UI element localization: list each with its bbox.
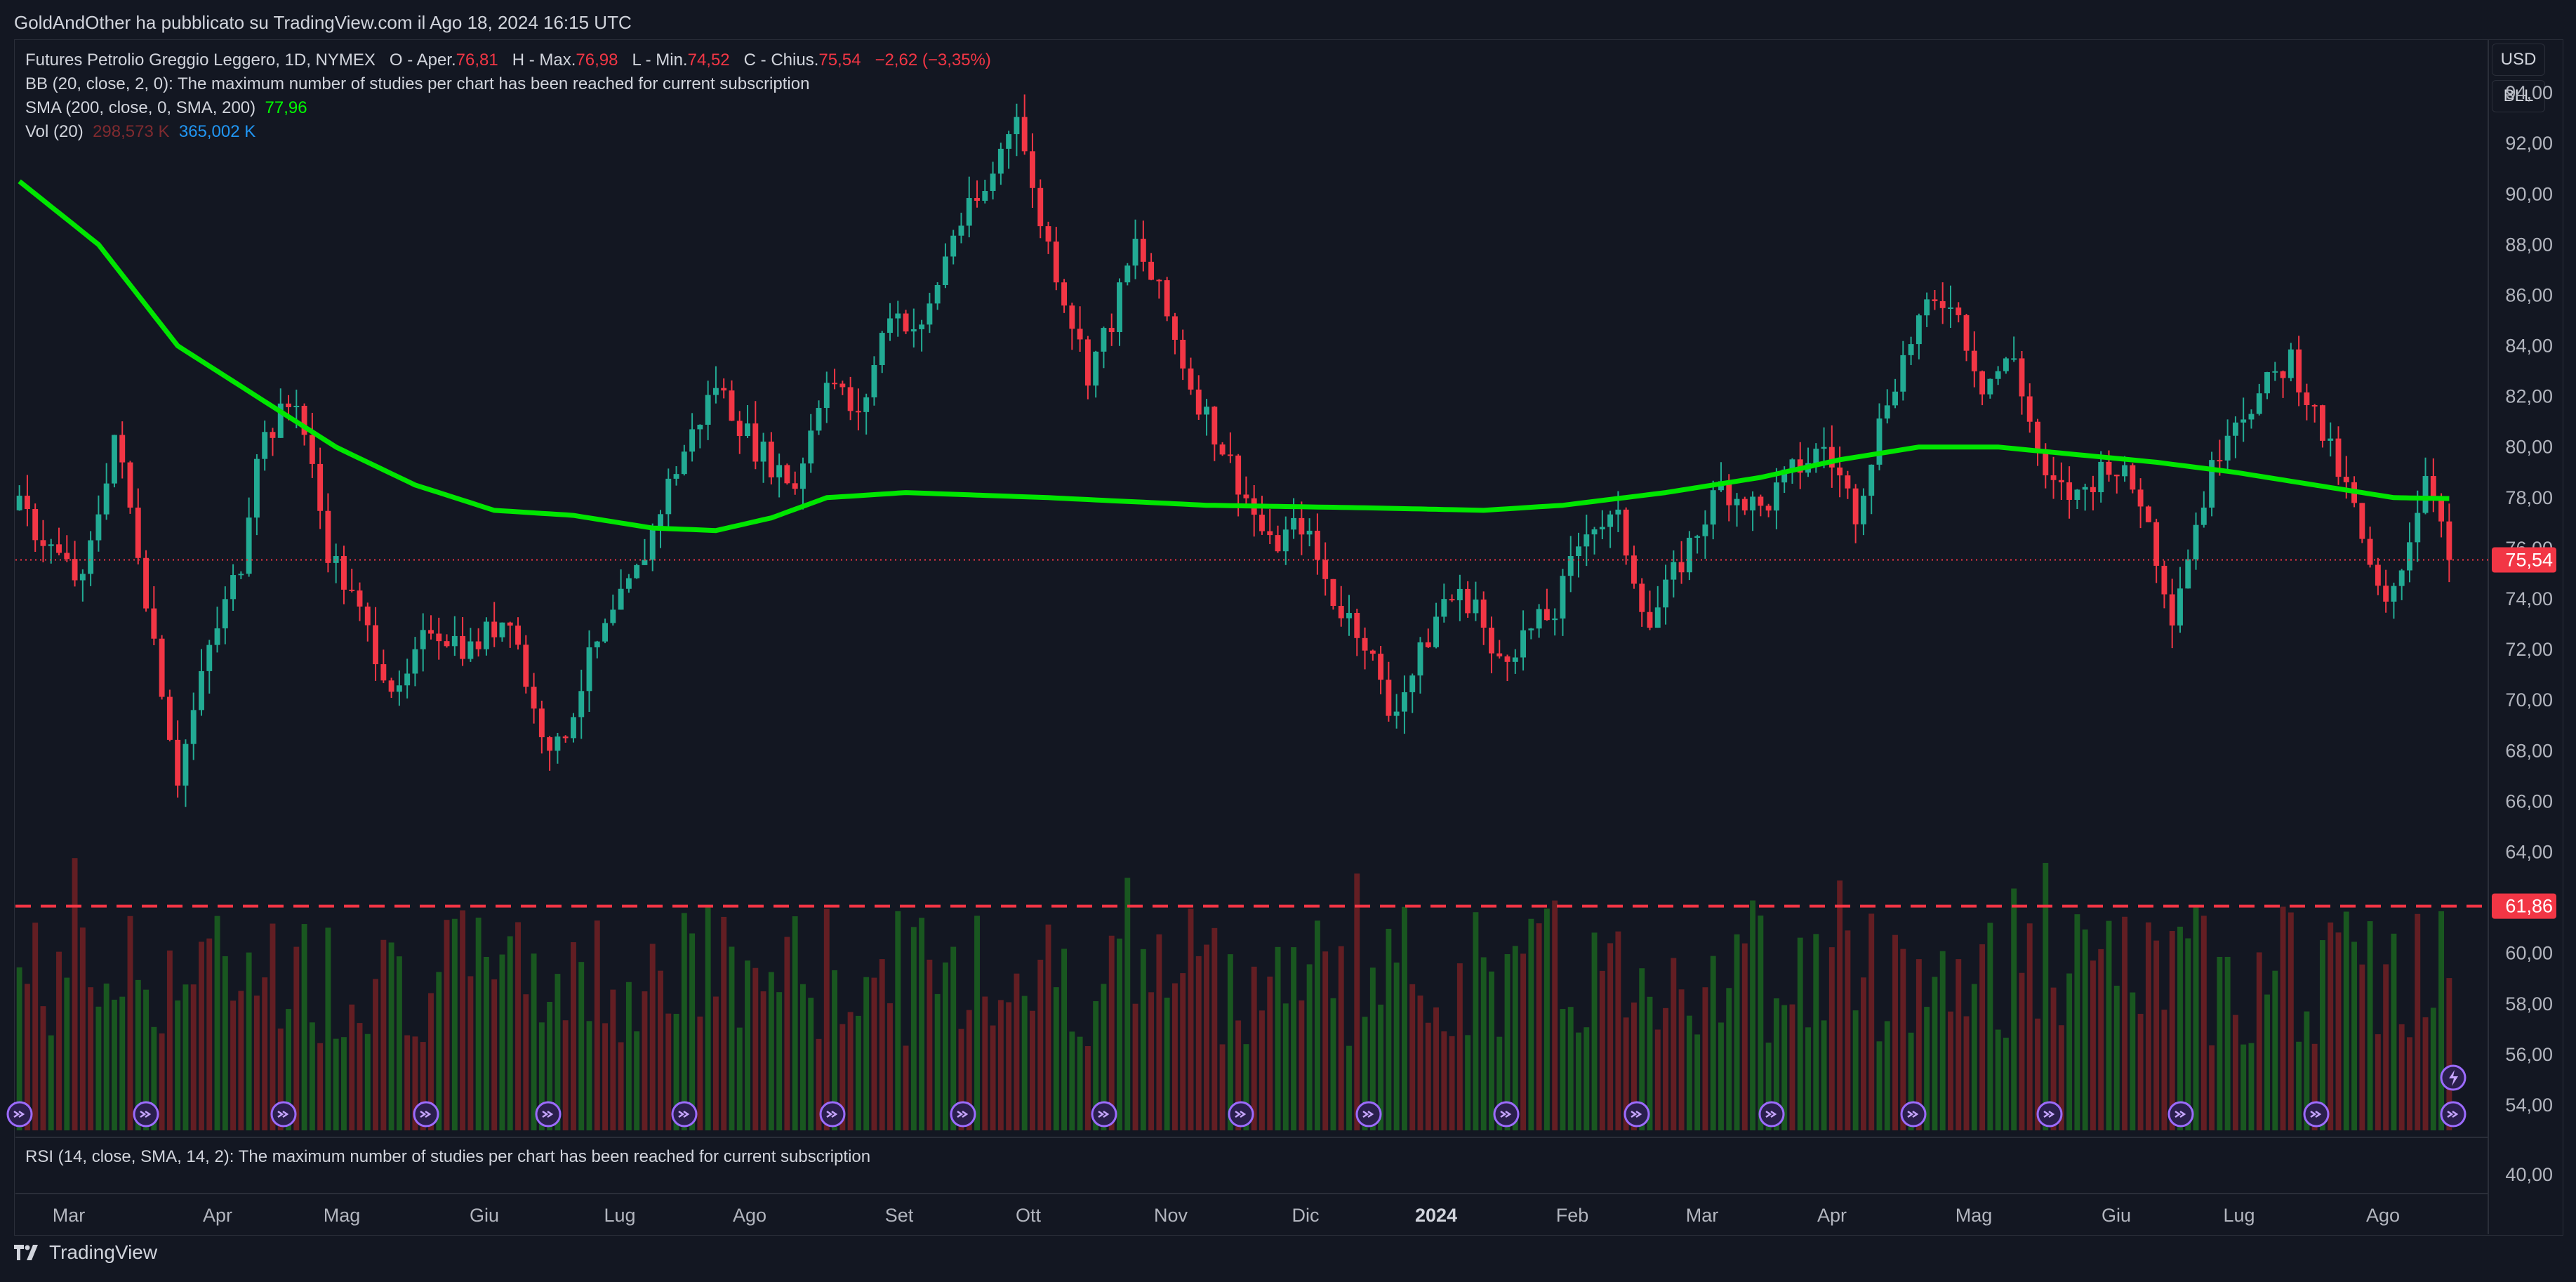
vol-label: Vol (20) <box>25 122 84 141</box>
close-label: C - Chius. <box>743 51 819 70</box>
tradingview-footer[interactable]: TradingView <box>14 1241 157 1265</box>
currency-button[interactable]: USD <box>2492 44 2545 76</box>
rsi-legend[interactable]: RSI (14, close, SMA, 14, 2): The maximum… <box>25 1147 870 1167</box>
open-value: 76,81 <box>456 51 498 70</box>
open-label: O - Aper. <box>389 51 456 70</box>
sma-legend[interactable]: SMA (200, close, 0, SMA, 200) 77,96 <box>25 98 307 118</box>
brand-name: TradingView <box>49 1241 158 1263</box>
symbol-title: Futures Petrolio Greggio Leggero, 1D, NY… <box>25 51 376 70</box>
chart-frame <box>14 39 2563 1236</box>
sma-label: SMA (200, close, 0, SMA, 200) <box>25 98 256 117</box>
rsi-text: RSI (14, close, SMA, 14, 2): The maximum… <box>25 1147 871 1166</box>
unit-button[interactable]: BLL <box>2492 80 2545 112</box>
vol-value: 298,573 K <box>93 122 170 141</box>
vol-ma-value: 365,002 K <box>178 122 256 141</box>
bb-legend[interactable]: BB (20, close, 2, 0): The maximum number… <box>25 74 809 94</box>
close-value: 75,54 <box>818 51 861 70</box>
high-label: H - Max. <box>512 51 576 70</box>
low-value: 74,52 <box>687 51 730 70</box>
symbol-legend[interactable]: Futures Petrolio Greggio Leggero, 1D, NY… <box>25 51 991 70</box>
sma-value: 77,96 <box>265 98 307 117</box>
publisher-text: GoldAndOther ha pubblicato su TradingVie… <box>14 12 632 33</box>
bb-text: BB (20, close, 2, 0): The maximum number… <box>25 74 810 93</box>
high-value: 76,98 <box>576 51 618 70</box>
tradingview-logo-icon <box>14 1243 42 1265</box>
publisher-bar: GoldAndOther ha pubblicato su TradingVie… <box>0 0 2576 39</box>
volume-legend[interactable]: Vol (20) 298,573 K 365,002 K <box>25 122 255 142</box>
change-value: −2,62 (−3,35%) <box>875 51 991 70</box>
low-label: L - Min. <box>632 51 688 70</box>
